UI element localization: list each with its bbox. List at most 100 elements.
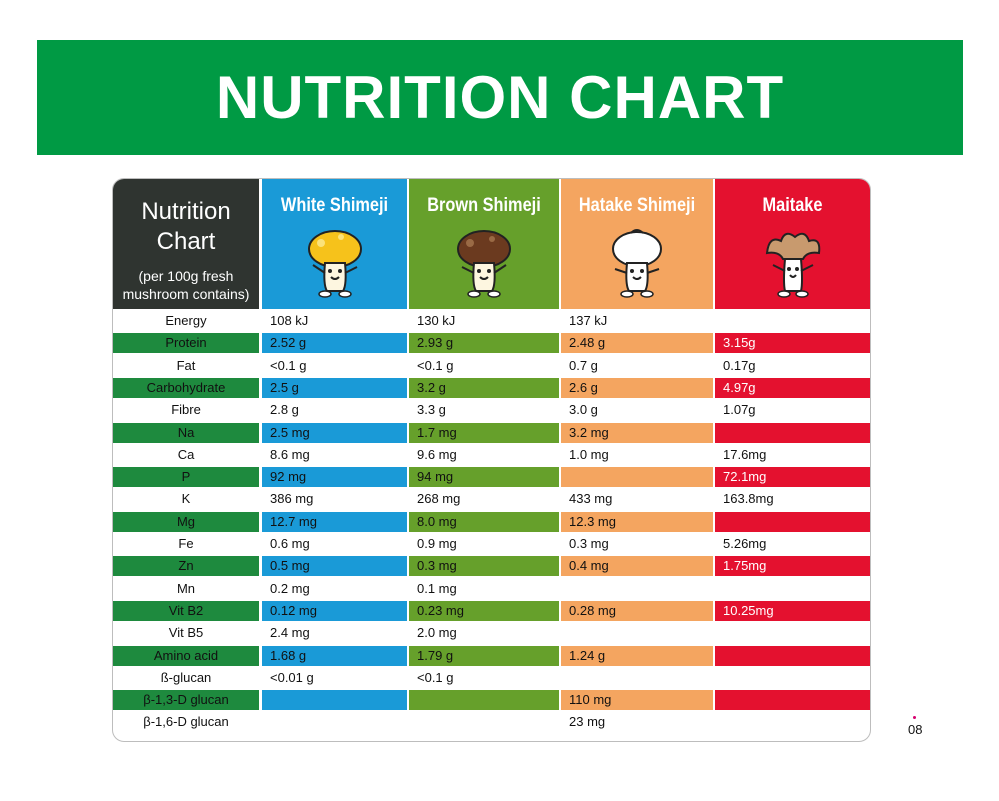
value-cell: 17.6mg [723, 446, 767, 462]
value-cell: 3.2 g [409, 377, 559, 398]
table-row: Vit B5 2.4 mg 2.0 mg [113, 623, 870, 645]
value-cell [715, 422, 870, 443]
table-row: Protein 2.52 g 2.93 g 2.48 g 3.15g [113, 333, 870, 355]
value-cell: 8.6 mg [270, 446, 310, 462]
row-label: Zn [113, 556, 259, 577]
row-label: Protein [113, 333, 259, 354]
white-shimeji-mascot-icon [307, 230, 362, 298]
value-cell: 23 mg [569, 714, 606, 730]
value-cell: 12.3 mg [561, 511, 713, 532]
value-cell: 2.6 g [561, 377, 713, 398]
value-cell: 0.6 mg [270, 536, 310, 551]
value-cell: 8.0 mg [409, 511, 559, 532]
table-row: Energy 108 kJ 130 kJ 137 kJ [113, 311, 870, 333]
value-cell: 1.0 mg [569, 446, 609, 462]
value-cell [409, 712, 559, 732]
value-cell [561, 579, 713, 599]
value-cell: 1.68 g [262, 645, 407, 666]
row-label: K [181, 491, 191, 507]
value-cell: 10.25mg [715, 600, 870, 621]
value-cell: 3.2 mg [561, 422, 713, 443]
value-cell: 0.3 mg [569, 536, 609, 551]
value-cell: 110 mg [561, 690, 713, 711]
value-cell: 0.23 mg [409, 600, 559, 621]
row-label: Mn [176, 580, 196, 596]
value-cell [561, 467, 713, 488]
table-row: Fibre 2.8 g 3.3 g 3.0 g 1.07g [113, 400, 870, 422]
row-label: Amino acid [113, 645, 259, 666]
value-cell: <0.01 g [270, 669, 314, 685]
table-row: Na 2.5 mg 1.7 mg 3.2 mg [113, 422, 870, 445]
value-cell [262, 690, 407, 711]
value-cell: 72.1mg [715, 467, 870, 488]
value-cell [715, 579, 870, 599]
value-cell: <0.1 g [270, 357, 307, 373]
value-cell [561, 668, 713, 688]
row-label: Vit B5 [168, 625, 204, 641]
value-cell: 2.48 g [561, 333, 713, 354]
row-label: β-1,3-D glucan [113, 690, 259, 711]
value-cell: 0.5 mg [262, 556, 407, 577]
value-cell: 3.15g [715, 333, 870, 354]
table-title-line2: Chart [156, 228, 216, 255]
value-cell: 2.0 mg [417, 625, 457, 641]
value-cell: 137 kJ [569, 313, 608, 328]
row-label: β-1,6-D glucan [143, 714, 229, 730]
table-row: P 92 mg 94 mg 72.1mg [113, 467, 870, 489]
table-row: Fat <0.1 g <0.1 g 0.7 g 0.17g [113, 356, 870, 378]
title-banner: NUTRITION CHART [37, 40, 963, 155]
value-cell [715, 311, 870, 331]
value-cell: <0.1 g [417, 357, 454, 373]
value-cell [715, 623, 870, 643]
value-cell: 433 mg [569, 491, 613, 507]
value-cell: 0.3 mg [409, 556, 559, 577]
value-cell [715, 668, 870, 688]
value-cell: 4.97g [715, 377, 870, 398]
table-row: K 386 mg 268 mg 433 mg 163.8mg [113, 489, 870, 511]
value-cell: 3.0 g [569, 402, 598, 418]
value-cell: 0.7 g [569, 357, 598, 373]
value-cell [409, 690, 559, 711]
page-title: NUTRITION CHART [215, 64, 785, 131]
value-cell: 9.6 mg [417, 446, 457, 462]
value-cell: 0.4 mg [561, 556, 713, 577]
column-name: Brown Shimeji [427, 195, 541, 216]
value-cell: <0.1 g [417, 669, 454, 685]
table-row: Vit B2 0.12 mg 0.23 mg 0.28 mg 10.25mg [113, 600, 870, 623]
table-row: Carbohydrate 2.5 g 3.2 g 2.6 g 4.97g [113, 377, 870, 400]
value-cell: 0.17g [723, 357, 756, 373]
brown-shimeji-mascot-icon [457, 230, 511, 298]
row-label: Fibre [171, 402, 201, 418]
column-header-brown-shimeji: Brown Shimeji [409, 179, 559, 309]
table-subtitle-line2: mushroom contains) [122, 286, 250, 302]
value-cell: 1.07g [723, 402, 756, 418]
value-cell: 2.93 g [409, 333, 559, 354]
value-cell [262, 712, 407, 732]
table-title-line1: Nutrition [141, 198, 231, 225]
value-cell: 12.7 mg [262, 511, 407, 532]
row-label: Fat [176, 357, 196, 373]
value-cell: 94 mg [409, 467, 559, 488]
value-cell: 1.79 g [409, 645, 559, 666]
page-number: 08 [908, 722, 923, 737]
value-cell: 130 kJ [417, 313, 456, 328]
value-cell: 386 mg [270, 491, 314, 507]
column-name: Maitake [762, 195, 823, 216]
table-row: β-1,3-D glucan 110 mg [113, 690, 870, 712]
value-cell: 0.9 mg [417, 536, 457, 551]
value-cell: 108 kJ [270, 313, 309, 328]
row-label: Ca [177, 446, 195, 462]
row-label: Mg [113, 511, 259, 532]
value-cell: 0.1 mg [417, 580, 457, 596]
nutrition-table: Nutrition Chart (per 100g fresh mushroom… [112, 178, 871, 742]
value-cell: 5.26mg [723, 536, 767, 551]
table-row: Mn 0.2 mg 0.1 mg [113, 579, 870, 601]
page-dot [913, 716, 916, 719]
maitake-mascot-icon [765, 232, 820, 298]
row-label: Energy [165, 313, 207, 328]
row-label: Na [113, 422, 259, 443]
value-cell: 2.5 g [262, 377, 407, 398]
table-row: Ca 8.6 mg 9.6 mg 1.0 mg 17.6mg [113, 445, 870, 467]
value-cell: 1.24 g [561, 645, 713, 666]
value-cell: 1.75mg [715, 556, 870, 577]
